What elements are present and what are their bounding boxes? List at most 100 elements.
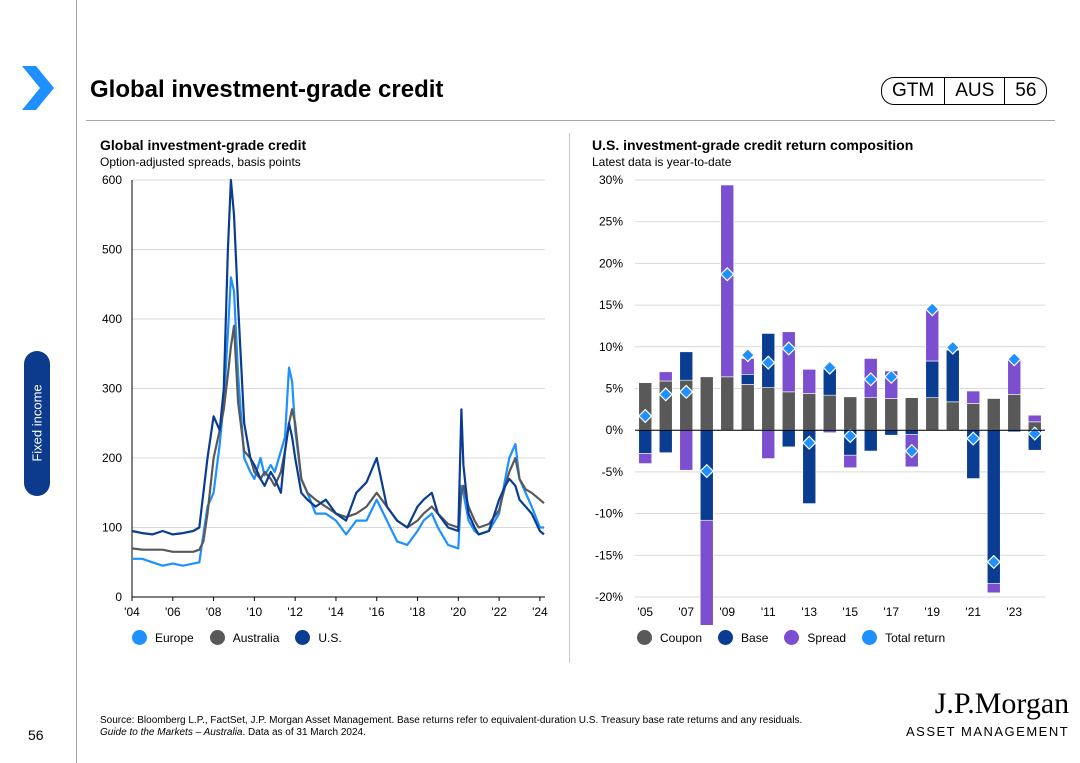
total-return-marker [884, 369, 899, 385]
left-chart-title: Global investment-grade credit [100, 137, 307, 153]
y-tick-label: -5% [602, 465, 624, 479]
legend-europe-swatch [132, 630, 147, 645]
spread-bar [699, 519, 714, 625]
gtm-badge: GTM AUS 56 [881, 77, 1048, 105]
coupon-bar [863, 397, 878, 431]
total-return-marker [740, 347, 755, 363]
y-tick-label: 15% [599, 298, 623, 312]
total-return-marker [802, 435, 817, 450]
x-tick-label: '09 [719, 605, 735, 619]
coupon-bar [843, 396, 858, 431]
spread-bar [843, 454, 858, 469]
legend-coupon-label: Coupon [660, 630, 703, 645]
spread-bar [966, 390, 981, 404]
y-tick-label: 0 [115, 590, 122, 604]
base-bar [863, 429, 878, 452]
section-tab-label: Fixed income [29, 384, 45, 462]
right-chart-subtitle: Latest data is year-to-date [592, 155, 732, 169]
coupon-bar [945, 401, 960, 431]
x-tick-label: '14 [328, 605, 344, 619]
coupon-bar [822, 394, 837, 431]
chevron-right-icon [22, 66, 54, 110]
legend-australia-label: Australia [232, 630, 280, 645]
page-title: Global investment-grade credit [90, 76, 444, 103]
x-tick-label: '07 [678, 605, 694, 619]
base-bar [658, 429, 673, 454]
y-tick-label: 10% [599, 340, 623, 354]
x-tick-label: '10 [247, 605, 263, 619]
y-tick-label: 30% [599, 173, 623, 187]
x-tick-label: '12 [287, 605, 303, 619]
right-chart-title: U.S. investment-grade credit return comp… [592, 137, 914, 153]
legend-total: Total return [862, 630, 945, 645]
header-rule [86, 120, 1055, 121]
spread-line-chart: 0 100 200 300 400 500 600 '04 '06 '08 '10 '12 '14 '16… [102, 173, 548, 619]
section-tab[interactable]: Fixed income [24, 351, 50, 496]
x-tick-label: '20 [451, 605, 467, 619]
legend-total-label: Total return [885, 630, 946, 645]
coupon-bar [925, 397, 940, 431]
base-bar [781, 429, 796, 448]
total-return-marker [658, 387, 673, 402]
legend-base-swatch [718, 630, 734, 645]
base-bar [740, 374, 755, 385]
total-return-marker [720, 267, 735, 282]
x-tick-label: '17 [883, 605, 899, 619]
australia-line [131, 324, 545, 553]
legend-us-swatch [295, 630, 311, 645]
total-return-marker [699, 463, 714, 479]
coupon-bar [781, 391, 796, 431]
total-return-marker [638, 408, 653, 424]
coupon-bar [966, 403, 981, 431]
us-line [131, 178, 545, 536]
base-bar [638, 429, 653, 454]
x-tick-label: '15 [842, 605, 858, 619]
spread-bar [761, 429, 776, 459]
total-return-marker [679, 384, 694, 400]
logo-name: J.P.Morgan [934, 687, 1070, 720]
right-legend: Coupon Base Spread Total return [637, 630, 961, 645]
badge-page: 56 [1004, 78, 1046, 104]
total-return-marker [781, 341, 796, 356]
y-tick-label: -15% [595, 548, 623, 562]
total-return-marker [925, 302, 940, 317]
spread-bar [781, 331, 796, 393]
x-tick-label: '22 [491, 605, 507, 619]
total-return-marker [986, 554, 1001, 570]
legend-australia-swatch [209, 630, 225, 645]
x-tick-label: '04 [124, 605, 140, 619]
chart-divider [569, 133, 570, 663]
source-note: Source: Bloomberg L.P., FactSet, J.P. Mo… [100, 715, 802, 739]
spread-bar [638, 453, 653, 464]
total-return-marker [843, 428, 858, 444]
y-tick-label: 600 [102, 173, 122, 187]
page-number: 56 [28, 727, 44, 743]
left-chart-subtitle: Option-adjusted spreads, basis points [100, 155, 301, 169]
spread-bar [802, 369, 817, 394]
total-return-marker [863, 372, 878, 387]
coupon-bar [699, 376, 714, 431]
y-tick-label: 500 [102, 243, 122, 257]
legend-base-label: Base [741, 630, 769, 645]
base-bar [945, 349, 960, 403]
legend-base: Base [718, 630, 768, 645]
y-tick-label: 300 [102, 382, 122, 396]
coupon-bar [720, 376, 735, 431]
source-date: . Data as of 31 March 2024. [242, 727, 366, 738]
x-tick-label: '23 [1006, 605, 1022, 619]
spread-bar [658, 371, 673, 382]
total-return-marker [761, 355, 776, 370]
x-tick-label: '21 [965, 605, 981, 619]
europe-line [132, 276, 544, 567]
coupon-bar [802, 393, 817, 431]
source-line-1: Source: Bloomberg L.P., FactSet, J.P. Mo… [100, 715, 803, 726]
coupon-bar [1007, 394, 1022, 431]
y-tick-label: 0% [606, 423, 624, 437]
x-tick-label: '11 [761, 605, 776, 619]
return-composition-chart: 30% 25% 20% 15% 10% 5% 0% -5% -10% -15% -20% '05 '07… [595, 173, 1045, 625]
y-tick-label: 20% [599, 256, 623, 270]
logo-subtitle: ASSET MANAGEMENT [906, 724, 1070, 739]
x-tick-label: '16 [369, 605, 385, 619]
sidebar-divider [76, 0, 77, 763]
base-bar [884, 429, 899, 436]
